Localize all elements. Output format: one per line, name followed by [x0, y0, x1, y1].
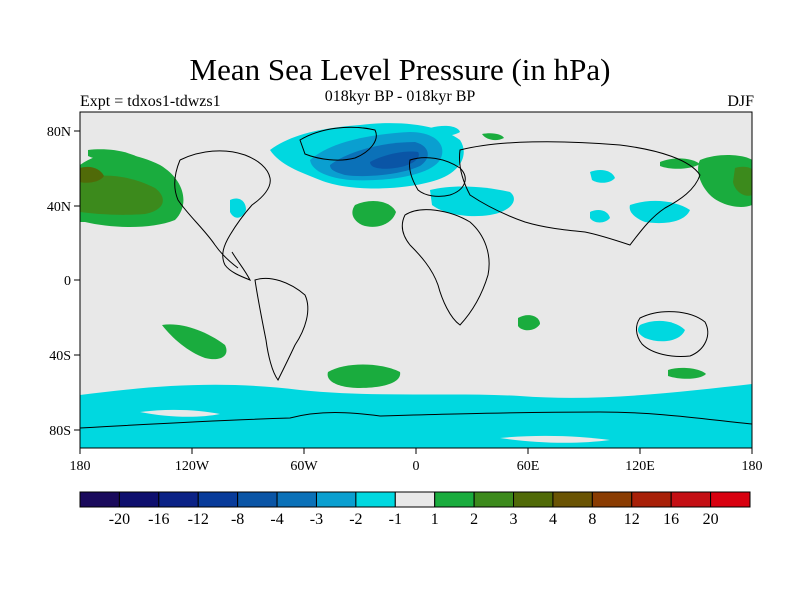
lon-tick-label: 60W	[290, 459, 318, 474]
colorbar-swatch	[276, 491, 317, 508]
colorbar-swatch	[710, 491, 751, 508]
south-pacific-neg1	[300, 395, 322, 406]
siberia-pos1	[660, 158, 700, 169]
arctic-pos1	[482, 133, 504, 141]
colorbar-label: 8	[588, 511, 596, 528]
colorbar-label: -12	[188, 511, 209, 528]
south-pacific-pos1	[162, 324, 227, 360]
lat-tick-marks	[74, 130, 80, 431]
colorbar-swatch	[237, 491, 278, 508]
colorbar-label: 2	[470, 511, 478, 528]
colorbar-label: -1	[389, 511, 402, 528]
antarctic-gap-2	[500, 435, 610, 443]
experiment-label: Expt = tdxos1-tdwzs1	[80, 93, 221, 110]
colorbar-label: -3	[310, 511, 323, 528]
colorbar-swatch	[118, 491, 160, 508]
colorbar-swatch	[473, 491, 515, 508]
south-atlantic-pos1	[327, 364, 401, 388]
labrador-neg1	[230, 198, 246, 218]
colorbar-swatch	[591, 491, 633, 508]
colorbar-swatch	[394, 491, 436, 508]
colorbar-label: 12	[624, 511, 640, 528]
colorbar-swatch	[513, 491, 554, 508]
lat-tick-label: 40N	[47, 200, 71, 215]
coast-asia	[459, 141, 701, 246]
colorbar-swatch	[670, 491, 712, 508]
colorbar-swatch	[197, 491, 239, 508]
colorbar-swatch	[315, 491, 357, 508]
coast-south-america	[254, 277, 309, 381]
lat-tick-label: 0	[64, 274, 71, 289]
antarctic-gap	[140, 409, 220, 417]
colorbar-swatch	[552, 491, 593, 508]
indian-ocean-pos1	[518, 315, 540, 331]
colorbar-swatch	[79, 491, 120, 508]
colorbar-label: -2	[349, 511, 362, 528]
lon-tick-label: 120W	[175, 459, 210, 474]
lat-tick-labels: 80N 40N 0 40S 80S	[47, 125, 71, 439]
lon-tick-label: 120E	[625, 459, 655, 474]
coast-north-america	[174, 150, 271, 281]
lon-tick-marks	[79, 448, 753, 454]
map-subtitle: 018kyr BP - 018kyr BP	[324, 88, 476, 105]
colorbar: -20 -16 -12 -8 -4 -3 -2 -1 1 2 3 4 8 12 16 20	[79, 491, 751, 528]
china-neg1	[590, 210, 610, 223]
australia-neg1	[637, 320, 685, 342]
colorbar-label: 3	[510, 511, 518, 528]
lon-tick-labels: 180 120W 60W 0 60E 120E 180	[70, 459, 763, 474]
tasman-pos1	[668, 367, 706, 379]
north-atlantic-neg4	[370, 151, 419, 169]
atlantic-pos1	[352, 200, 396, 227]
colorbar-swatch	[631, 491, 672, 508]
lon-tick-label: 0	[413, 459, 420, 474]
page-title: Mean Sea Level Pressure (in hPa)	[189, 52, 611, 87]
colorbar-label: -20	[109, 511, 130, 528]
coastlines	[80, 126, 752, 429]
colorbar-label: 1	[431, 511, 439, 528]
colorbar-label: 16	[663, 511, 679, 528]
arctic-neg1	[430, 125, 460, 136]
lat-tick-label: 80N	[47, 125, 71, 140]
colorbar-swatch	[158, 491, 199, 508]
coast-australia	[636, 311, 709, 357]
colorbar-label: 20	[703, 511, 719, 528]
season-label: DJF	[727, 93, 754, 110]
lat-tick-label: 80S	[49, 424, 71, 439]
east-pacific-pos2	[733, 166, 752, 196]
coast-europe	[409, 157, 466, 197]
southern-ocean-neg1	[80, 384, 752, 448]
colorbar-label: -4	[270, 511, 283, 528]
coast-antarctica	[80, 411, 752, 429]
lon-tick-label: 180	[742, 459, 763, 474]
colorbar-label: -16	[148, 511, 169, 528]
lat-tick-label: 40S	[49, 349, 71, 364]
lon-tick-label: 60E	[517, 459, 540, 474]
coast-africa	[401, 209, 490, 326]
colorbar-swatch	[434, 491, 475, 508]
colorbar-swatch	[355, 491, 396, 508]
colorbar-label: -8	[231, 511, 244, 528]
north-pacific-pos-top	[88, 149, 140, 161]
north-pacific-pos2	[80, 175, 163, 215]
colorbar-label: 4	[549, 511, 557, 528]
contour-fills	[80, 123, 752, 448]
lon-tick-label: 180	[70, 459, 91, 474]
north-pacific-pos3	[80, 166, 104, 183]
central-asia-neg1	[590, 170, 615, 183]
coast-greenland	[299, 126, 377, 161]
